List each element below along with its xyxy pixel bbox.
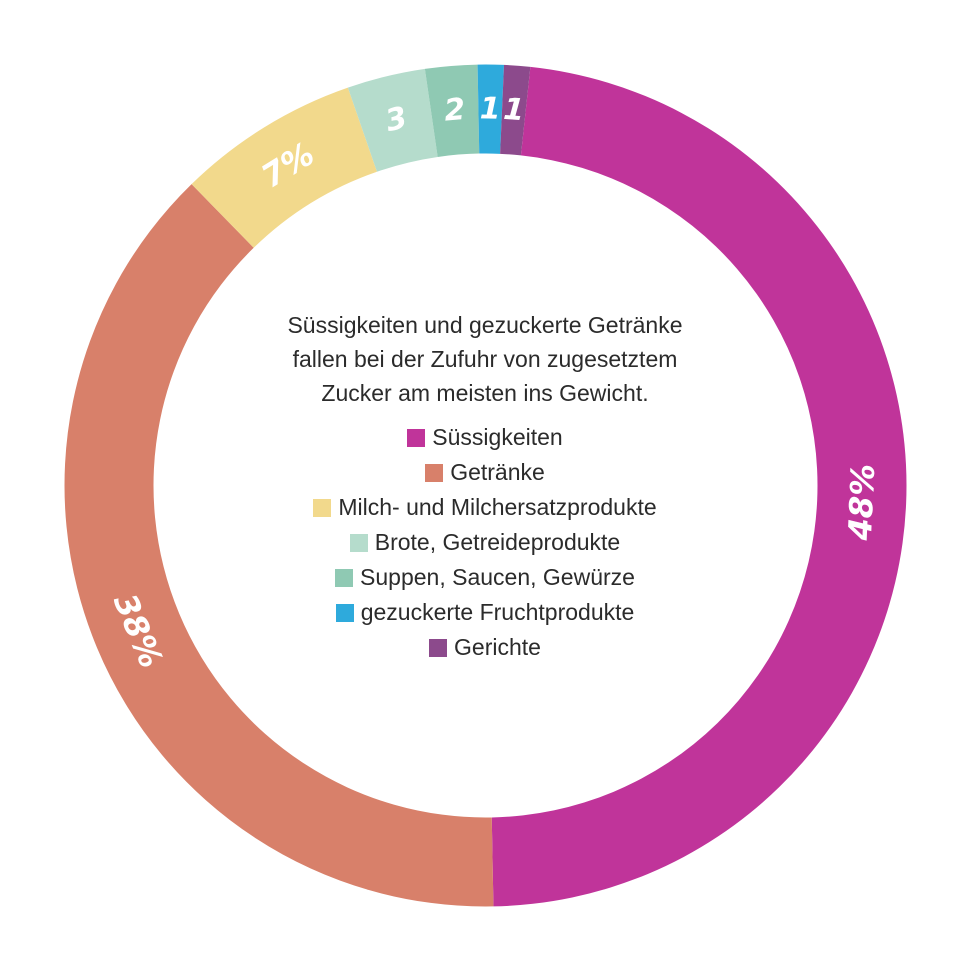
slice-data-label: 2 <box>443 92 467 129</box>
slice-data-label: 1 <box>502 92 525 128</box>
legend-label: gezuckerte Fruchtprodukte <box>360 599 635 625</box>
legend-item: gezuckerte Fruchtprodukte <box>335 595 635 630</box>
chart-center: Süssigkeiten und gezuckerte Getränke fal… <box>235 308 735 665</box>
chart-title: Süssigkeiten und gezuckerte Getränke fal… <box>235 308 735 410</box>
legend-item: Suppen, Saucen, Gewürze <box>335 560 635 595</box>
chart-title-line: fallen bei der Zufuhr von zugesetztem <box>292 346 678 372</box>
donut-slice <box>424 64 480 157</box>
slice-data-label: 48% <box>841 463 882 542</box>
legend-label: Gerichte <box>454 634 541 660</box>
legend-item: Süssigkeiten <box>407 420 563 455</box>
legend-item: Getränke <box>425 455 545 490</box>
donut-slice <box>191 87 377 248</box>
legend-swatch <box>407 428 426 447</box>
legend-label: Brote, Getreideprodukte <box>374 529 621 555</box>
legend-swatch <box>429 638 448 657</box>
chart-title-line: Zucker am meisten ins Gewicht. <box>321 380 649 406</box>
donut-slice <box>64 184 494 907</box>
legend-label: Getränke <box>450 459 545 485</box>
chart-legend: Süssigkeiten Getränke Milch- und Milchersa… <box>235 420 735 665</box>
chart-title-line: Süssigkeiten und gezuckerte Getränke <box>287 312 683 338</box>
legend-swatch <box>425 463 444 482</box>
legend-label: Süssigkeiten <box>432 424 563 450</box>
legend-swatch <box>335 603 354 622</box>
donut-slices <box>64 64 907 907</box>
legend-swatch <box>349 533 368 552</box>
donut-slice <box>500 64 531 156</box>
legend-swatch <box>335 568 354 587</box>
legend-item: Brote, Getreideprodukte <box>349 525 621 560</box>
legend-swatch <box>313 498 332 517</box>
legend-item: Gerichte <box>429 630 541 665</box>
donut-slice <box>477 64 505 154</box>
donut-slice <box>347 68 438 172</box>
slice-data-label: 1 <box>480 91 501 126</box>
legend-label: Milch- und Milchersatzprodukte <box>338 494 657 520</box>
legend-item: Milch- und Milchersatzprodukte <box>313 490 657 525</box>
legend-label: Suppen, Saucen, Gewürze <box>360 564 635 590</box>
donut-slice <box>491 66 907 907</box>
